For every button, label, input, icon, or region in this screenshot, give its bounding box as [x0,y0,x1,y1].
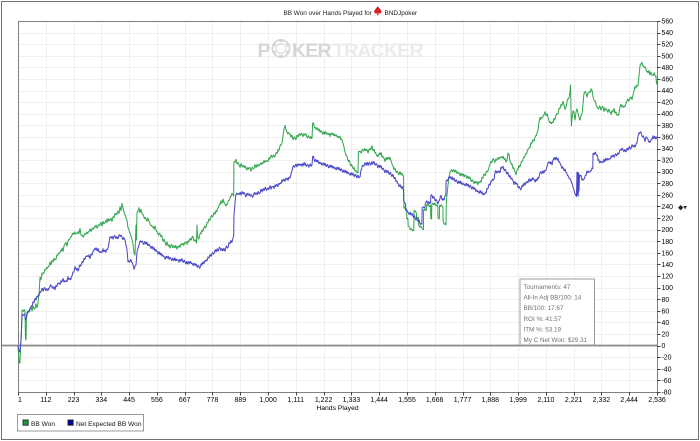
svg-text:80: 80 [662,297,670,304]
svg-text:400: 400 [662,111,674,118]
svg-text:2,332: 2,332 [593,397,611,404]
svg-text:1,555: 1,555 [398,397,416,404]
svg-text:ROI %: 41.57: ROI %: 41.57 [524,316,562,323]
svg-text:40: 40 [662,320,670,327]
svg-text:Hands Played: Hands Played [316,405,359,412]
svg-text:160: 160 [662,250,674,257]
svg-text:440: 440 [662,88,674,95]
svg-text:120: 120 [662,274,674,281]
svg-text:667: 667 [179,397,191,404]
svg-text:BNDJpoker: BNDJpoker [385,10,419,17]
svg-text:280: 280 [662,181,674,188]
svg-text:112: 112 [40,397,51,404]
svg-text:1: 1 [18,397,22,404]
svg-text:1,111: 1,111 [288,397,305,404]
svg-text:2,536: 2,536 [648,397,666,404]
svg-text:1,222: 1,222 [315,397,333,404]
svg-text:TRACKER: TRACKER [333,40,423,62]
svg-text:500: 500 [662,53,674,60]
svg-text:◆▾: ◆▾ [678,205,687,212]
svg-text:Tournaments: 47: Tournaments: 47 [524,284,571,291]
svg-text:320: 320 [662,158,674,165]
svg-text:100: 100 [662,285,674,292]
svg-text:1,333: 1,333 [343,397,361,404]
svg-text:460: 460 [662,77,674,84]
svg-text:1,000: 1,000 [259,397,277,404]
svg-text:2,221: 2,221 [565,397,583,404]
svg-text:Net Expected BB Won: Net Expected BB Won [76,421,142,428]
svg-text:420: 420 [662,100,674,107]
svg-text:BB Won: BB Won [31,421,55,428]
svg-text:1,888: 1,888 [482,397,500,404]
svg-text:380: 380 [662,123,674,130]
svg-text:556: 556 [151,397,163,404]
svg-text:20: 20 [662,332,670,339]
svg-text:1,777: 1,777 [454,397,472,404]
svg-text:All-In Adj BB/100: 14: All-In Adj BB/100: 14 [524,295,582,302]
svg-text:-80: -80 [662,390,672,397]
svg-text:1,444: 1,444 [370,397,388,404]
svg-text:180: 180 [662,239,674,246]
svg-text:1,999: 1,999 [509,397,527,404]
svg-text:520: 520 [662,42,674,49]
svg-text:My C Net Won: $29.31: My C Net Won: $29.31 [524,337,588,344]
svg-text:140: 140 [662,262,674,269]
svg-text:1,666: 1,666 [426,397,444,404]
svg-text:0: 0 [662,343,666,350]
svg-text:-20: -20 [662,355,672,362]
svg-text:220: 220 [662,216,674,223]
svg-text:2,110: 2,110 [537,397,554,404]
svg-text:300: 300 [662,169,674,176]
svg-text:60: 60 [662,308,670,315]
svg-text:334: 334 [95,397,107,404]
svg-text:-60: -60 [662,378,672,385]
svg-text:P: P [258,40,271,62]
svg-text:560: 560 [662,19,674,26]
svg-text:200: 200 [662,227,674,234]
svg-text:340: 340 [662,146,674,153]
svg-text:240: 240 [662,204,674,211]
svg-text:540: 540 [662,30,674,37]
svg-text:KER: KER [292,40,331,62]
svg-text:889: 889 [234,397,246,404]
svg-text:260: 260 [662,192,674,199]
svg-text:480: 480 [662,65,674,72]
svg-text:445: 445 [123,397,135,404]
svg-text:778: 778 [207,397,219,404]
svg-text:ITM %: 53.19: ITM %: 53.19 [524,326,562,333]
svg-text:360: 360 [662,134,674,141]
svg-text:BB Won over Hands Played for: BB Won over Hands Played for [284,10,373,17]
svg-text:223: 223 [68,397,80,404]
svg-text:BB/100: 17.67: BB/100: 17.67 [524,305,564,312]
svg-text:-40: -40 [662,366,672,373]
svg-text:2,444: 2,444 [620,397,638,404]
